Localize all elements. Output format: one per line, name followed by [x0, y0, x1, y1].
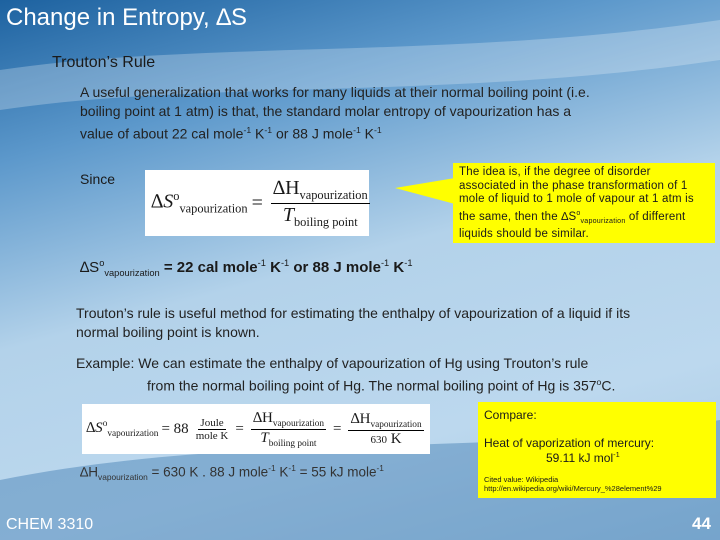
- text-run: ∆Sovapourization: [86, 419, 158, 439]
- superscript: o: [173, 189, 180, 204]
- superscript: -1: [264, 125, 273, 135]
- text-run: 630: [370, 433, 387, 446]
- text-run: ∆H: [80, 464, 99, 480]
- superscript: -1: [243, 125, 252, 135]
- superscript: o: [99, 258, 105, 268]
- text-run: ∆Hvapourization: [250, 409, 326, 430]
- text-run: or 88 J mole: [272, 125, 354, 142]
- superscript: -1: [613, 450, 620, 459]
- text-run: Heat of vaporization of mercury:: [484, 436, 655, 450]
- subscript: vapourization: [107, 429, 159, 439]
- superscript: o: [596, 377, 602, 387]
- text-run: ∆S: [80, 259, 100, 276]
- subscript: vapourization: [104, 268, 160, 278]
- callout-arrow: [395, 178, 455, 204]
- text-run: 59.11 kJ mol-1: [484, 450, 710, 465]
- superscript: -1: [376, 463, 384, 473]
- text-run: Example: We can estimate the enthalpy of…: [76, 355, 589, 371]
- text-run: T: [282, 203, 294, 226]
- arrow-shape: [395, 178, 455, 204]
- text-run: ∆S: [86, 420, 103, 436]
- text-run: ∆H: [350, 410, 371, 427]
- text-run: K: [251, 125, 265, 142]
- text-run: ∆H: [252, 409, 273, 426]
- paragraph: Trouton’s rule is useful method for esti…: [76, 305, 631, 340]
- superscript: o: [576, 208, 581, 217]
- text-run: ∆Hvapourization Tboiling point: [250, 409, 326, 449]
- subscript: boiling point: [268, 438, 317, 449]
- since-label: Since: [80, 171, 116, 187]
- text-run: or 88 J mole: [289, 259, 381, 276]
- text-run: from the normal boiling point of Hg. The…: [76, 373, 696, 396]
- text-run: ∆Hvapourization: [348, 410, 424, 431]
- text-run: ∆Sovapourization: [151, 189, 248, 217]
- text-run: from the normal boiling point of Hg. The…: [147, 377, 597, 394]
- text-run: Cited value: Wikipedia: [484, 475, 559, 484]
- text-run: K: [265, 259, 281, 276]
- subscript: boiling point: [293, 214, 358, 229]
- equation: ∆Sovapourization = ∆Hvapourization Tboili…: [145, 170, 370, 236]
- text-run: =: [235, 420, 244, 437]
- superscript: -1: [374, 125, 382, 135]
- subscript: vapourization: [580, 216, 626, 225]
- superscript: -1: [404, 258, 413, 268]
- text-run: A useful generalization that works for m…: [80, 84, 590, 142]
- footer: CHEM 3310: [6, 516, 94, 533]
- superscript: -1: [280, 258, 290, 268]
- text-run: The idea is, if the degree of disorder a…: [459, 166, 694, 223]
- subscript: vapourization: [299, 187, 368, 202]
- compare-box: Compare: Heat of vaporization of mercury…: [478, 402, 716, 498]
- text-run: ∆Hvapourization 630 K: [348, 410, 424, 448]
- text-run: 59.11 kJ mol: [546, 451, 614, 465]
- text-run: C.: [601, 377, 616, 394]
- intro-paragraph: A useful generalization that works for m…: [80, 83, 600, 144]
- text-run: = 22 cal mole: [159, 259, 258, 276]
- text-run: =: [333, 420, 342, 437]
- subscript: vapourization: [179, 201, 248, 216]
- text-run: K: [360, 125, 375, 142]
- superscript: -1: [353, 125, 361, 135]
- example: Example: We can estimate the enthalpy of…: [76, 354, 696, 396]
- text-run: mole K: [195, 429, 229, 442]
- text-run: ∆H: [272, 176, 300, 199]
- callout: The idea is, if the degree of disorder a…: [453, 163, 715, 243]
- text-run: T: [260, 429, 269, 446]
- subscript: vapourization: [98, 472, 148, 483]
- text-run: = 88: [161, 420, 189, 437]
- text-run: Joule: [198, 416, 226, 430]
- text-run: Tboiling point: [283, 204, 358, 230]
- text-run: ∆Hvapourization Tboiling point: [270, 176, 370, 230]
- subscript: vapourization: [370, 419, 422, 430]
- text-run: Tboiling point: [260, 430, 316, 449]
- superscript: -1: [380, 258, 390, 268]
- text-run: K: [275, 464, 289, 480]
- text-run: of different liquids should be similar.: [459, 210, 686, 241]
- text-run: K: [389, 259, 405, 276]
- subscript: vapourization: [272, 418, 324, 429]
- superscript: -1: [288, 463, 296, 473]
- superscript: -1: [257, 258, 266, 268]
- text-run: =: [251, 191, 263, 214]
- swoosh: [0, 20, 720, 110]
- calculation: ∆Hvapourization = 630 K . 88 J mole-1 K-…: [80, 463, 384, 482]
- text-run: Compare:: [484, 408, 537, 422]
- text-run: Joule mole K: [196, 417, 229, 442]
- result: ∆Sovapourization = 22 cal mole-1 K-1 or …: [80, 258, 413, 278]
- text-run: ∆S: [151, 190, 174, 213]
- text-run: = 630 K . 88 J mole: [147, 464, 269, 480]
- subtitle: Trouton’s Rule: [52, 54, 156, 71]
- text-run: ∆Hvapourization: [270, 176, 370, 204]
- superscript: -1: [268, 463, 276, 473]
- equation: ∆Sovapourization = 88 Joule mole K = ∆Hva…: [82, 404, 430, 454]
- text-run: K: [390, 430, 402, 447]
- text-run: 630 K: [370, 431, 401, 448]
- text-run: = 55 kJ mole: [295, 464, 377, 480]
- text-run: http://en.wikipedia.org/wiki/Mercury_%28…: [484, 484, 662, 493]
- page-number: 44: [692, 514, 711, 533]
- superscript: o: [102, 419, 108, 429]
- title: Change in Entropy, ∆S: [6, 4, 248, 31]
